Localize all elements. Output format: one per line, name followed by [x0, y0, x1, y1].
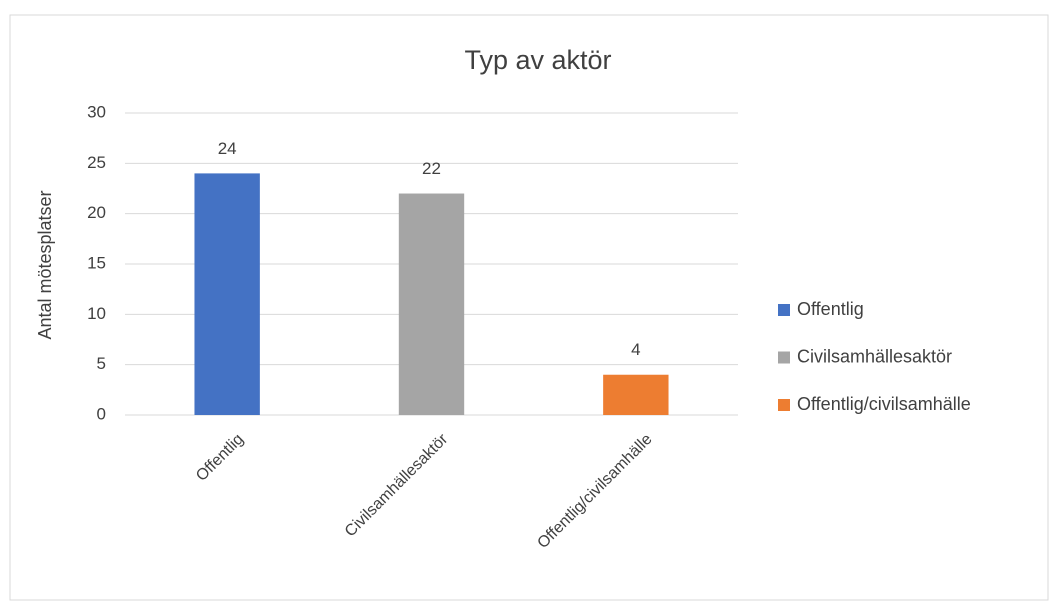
- legend-label: Offentlig/civilsamhälle: [797, 394, 971, 414]
- y-tick-label: 5: [97, 354, 106, 373]
- y-tick-label: 0: [97, 404, 106, 423]
- y-axis-label: Antal mötesplatser: [35, 190, 55, 339]
- chart-frame: [9, 14, 1049, 601]
- data-label: 24: [218, 139, 237, 158]
- data-label: 22: [422, 159, 441, 178]
- bar: [398, 193, 465, 415]
- legend-label: Offentlig: [797, 299, 864, 319]
- legend-swatch: [778, 351, 790, 364]
- legend-swatch: [778, 304, 790, 316]
- bar: [194, 173, 260, 415]
- chart-title: Typ av aktör: [464, 45, 611, 75]
- legend-label: Civilsamhällesaktör: [797, 346, 952, 366]
- y-tick-label: 15: [87, 253, 106, 272]
- data-label: 4: [631, 340, 640, 359]
- y-tick-label: 30: [87, 102, 106, 121]
- y-tick-label: 25: [87, 153, 106, 172]
- legend-swatch: [778, 399, 790, 411]
- bar: [603, 374, 669, 415]
- y-tick-label: 20: [87, 203, 106, 222]
- y-tick-label: 10: [87, 304, 106, 323]
